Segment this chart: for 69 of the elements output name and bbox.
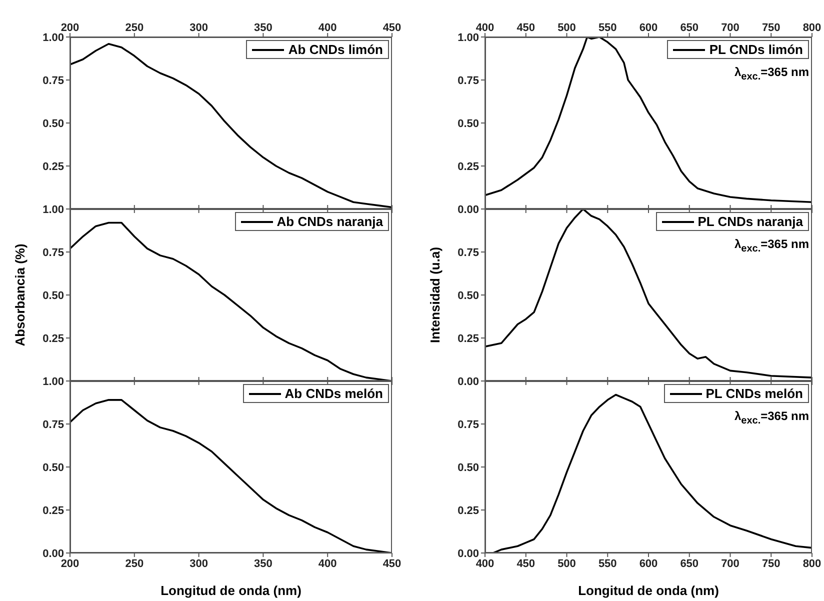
annotation: λ$_{exc.}$=365 nm	[734, 65, 809, 82]
y-tick-label: 0.75	[458, 74, 479, 87]
x-tick-label: 650	[680, 558, 699, 570]
x-tick-label: 600	[639, 558, 658, 570]
x-tick-label: 600	[639, 22, 658, 34]
y-tick-label: 0.00	[458, 376, 479, 388]
legend-label: PL CNDs melón	[706, 386, 803, 401]
y-tick-label: 0.75	[458, 246, 479, 259]
x-tick-label: 350	[254, 558, 272, 570]
legend-label: PL CNDs limón	[709, 42, 803, 57]
annotation: λ$_{exc.}$=365 nm	[734, 237, 809, 254]
y-tick-label: 1.00	[458, 32, 479, 44]
y-tick-label: 1.00	[42, 204, 64, 216]
x-tick-label: 450	[516, 22, 536, 34]
x-tick-label: 650	[680, 22, 699, 34]
y-tick-label: 0.75	[42, 418, 64, 431]
x-tick-label: 500	[558, 22, 576, 34]
y-tick-label: 0.75	[42, 246, 64, 259]
legend-label: Ab CNDs naranja	[276, 214, 383, 229]
legend-label: PL CNDs naranja	[698, 214, 803, 229]
x-tick-label: 400	[476, 558, 494, 570]
y-tick-label: 0.00	[458, 548, 479, 560]
y-tick-label: 0.50	[42, 290, 64, 302]
x-tick-label: 200	[60, 558, 80, 570]
y-tick-label: 0.75	[458, 418, 479, 431]
x-tick-label: 750	[762, 558, 780, 570]
x-tick-label: 750	[762, 22, 780, 34]
y-tick-label: 0.25	[42, 332, 64, 345]
y-tick-label: 0.50	[458, 290, 479, 302]
y-tick-label: 0.50	[42, 118, 64, 130]
y-tick-label: 0.25	[42, 504, 64, 517]
x-tick-label: 550	[598, 558, 617, 570]
x-tick-label: 300	[190, 22, 208, 34]
y-tick-label: 0.25	[458, 160, 479, 173]
y-tick-label: 0.25	[458, 504, 479, 517]
x-tick-label: 700	[721, 22, 740, 34]
y-axis-title: Intensidad (u.a)	[428, 246, 442, 344]
x-axis-title: Longitud de onda (nm)	[577, 583, 720, 598]
y-tick-label: 0.00	[42, 548, 64, 560]
x-tick-label: 250	[125, 22, 144, 34]
x-tick-label: 250	[125, 558, 144, 570]
y-tick-label: 1.00	[42, 32, 64, 44]
legend-label: Ab CNDs limón	[288, 42, 383, 57]
x-tick-label: 450	[382, 558, 402, 570]
y-tick-label: 0.25	[458, 332, 479, 345]
y-axis-title: Absorbancia (%)	[12, 244, 28, 346]
x-tick-label: 800	[802, 558, 822, 570]
x-tick-label: 450	[516, 558, 536, 570]
x-tick-label: 400	[318, 558, 337, 570]
x-tick-label: 700	[721, 558, 740, 570]
y-tick-label: 0.00	[458, 204, 479, 216]
x-tick-label: 550	[598, 22, 617, 34]
y-tick-label: 1.00	[42, 376, 64, 388]
legend-label: Ab CNDs melón	[284, 386, 383, 401]
x-tick-label: 500	[558, 558, 576, 570]
annotation: λ$_{exc.}$=365 nm	[734, 409, 809, 426]
y-tick-label: 0.50	[42, 462, 64, 474]
x-tick-label: 400	[318, 22, 337, 34]
y-tick-label: 0.25	[42, 160, 64, 173]
x-tick-label: 200	[60, 22, 80, 34]
x-tick-label: 800	[802, 22, 822, 34]
x-tick-label: 350	[254, 22, 272, 34]
x-tick-label: 400	[476, 22, 494, 34]
y-tick-label: 0.50	[458, 118, 479, 130]
x-axis-title: Longitud de onda (nm)	[160, 583, 302, 598]
y-tick-label: 0.75	[42, 74, 64, 87]
x-tick-label: 450	[382, 22, 402, 34]
y-tick-label: 0.50	[458, 462, 479, 474]
x-tick-label: 300	[190, 558, 208, 570]
